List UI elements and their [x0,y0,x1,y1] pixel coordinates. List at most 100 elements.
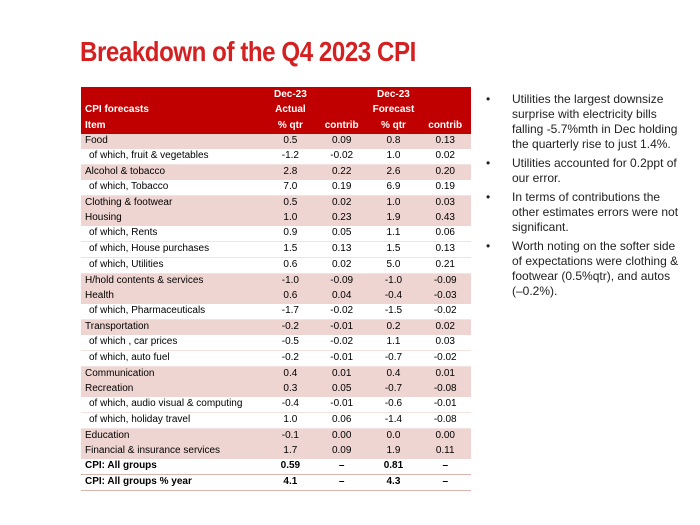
item-cell: CPI: All groups % year [81,474,265,491]
actual-contrib-cell: -0.09 [315,273,368,289]
bullet-dot-icon: • [486,190,491,204]
forecast-contrib-cell: -0.08 [419,381,471,397]
sub-item-row: of which, auto fuel -0.2 -0.01 -0.7 -0.02 [81,350,471,367]
item-cell: Transportation [81,319,265,335]
actual-contrib-cell: 0.22 [315,164,368,180]
forecast-contrib-cell: 0.13 [419,241,471,258]
item-cell: of which, auto fuel [81,350,265,367]
sub-item-row: of which, audio visual & computing -0.4 -0… [81,396,471,413]
header-cell: contrib [419,118,471,134]
actual-qtr-cell: -1.2 [264,148,316,165]
forecast-qtr-cell: 0.81 [367,458,420,475]
forecast-qtr-cell: 1.9 [367,443,420,459]
item-cell: of which, Tobacco [81,179,265,196]
actual-qtr-cell: 0.9 [264,225,316,242]
forecast-contrib-cell: 0.19 [419,179,471,196]
actual-qtr-cell: 1.0 [264,210,316,226]
actual-contrib-cell: 0.05 [315,381,368,397]
commentary-bullets: • Utilities the largest downsize surprise… [486,92,681,303]
item-cell: of which, House purchases [81,241,265,258]
actual-qtr-cell: 0.6 [264,288,316,304]
bullet-item: • Utilities the largest downsize surprise… [486,92,681,152]
forecast-qtr-cell: 1.0 [367,148,420,165]
actual-qtr-cell: 1.5 [264,241,316,258]
bullet-text: Utilities the largest downsize surprise … [512,92,678,151]
category-row: Recreation 0.3 0.05 -0.7 -0.08 [81,381,471,397]
category-row: Food 0.5 0.09 0.8 0.13 [81,133,471,149]
actual-qtr-cell: 4.1 [264,474,316,491]
bullet-item: • Utilities accounted for 0.2ppt of our e… [486,156,681,186]
category-row: Health 0.6 0.04 -0.4 -0.03 [81,288,471,304]
forecast-contrib-cell: 0.20 [419,164,471,180]
forecast-contrib-cell: 0.01 [419,366,471,382]
bullet-text: Utilities accounted for 0.2ppt of our er… [512,156,677,185]
sub-item-row: of which, House purchases 1.5 0.13 1.5 0.13 [81,241,471,258]
item-cell: of which, fruit & vegetables [81,148,265,165]
forecast-contrib-cell: -0.02 [419,303,471,320]
header-cell [419,102,471,118]
header-cell: Dec-23 [264,87,316,103]
forecast-contrib-cell: -0.02 [419,350,471,367]
header-cell [315,102,368,118]
forecast-qtr-cell: 1.1 [367,225,420,242]
actual-contrib-cell: 0.04 [315,288,368,304]
item-cell: Communication [81,366,265,382]
category-row: H/hold contents & services -1.0 -0.09 -1.0-… [81,273,471,289]
forecast-qtr-cell: 0.4 [367,366,420,382]
forecast-contrib-cell: 0.13 [419,133,471,149]
actual-contrib-cell: 0.09 [315,133,368,149]
forecast-qtr-cell: 1.9 [367,210,420,226]
header-cell: % qtr [367,118,420,134]
actual-contrib-cell: -0.01 [315,319,368,335]
forecast-contrib-cell: – [419,458,471,475]
category-row: Clothing & footwear 0.5 0.02 1.0 0.03 [81,195,471,211]
actual-contrib-cell: 0.19 [315,179,368,196]
actual-qtr-cell: 7.0 [264,179,316,196]
category-row: Financial & insurance services 1.7 0.09 1.9… [81,443,471,459]
forecast-contrib-cell: 0.03 [419,195,471,211]
forecast-qtr-cell: -1.5 [367,303,420,320]
item-cell: CPI: All groups [81,458,265,475]
item-cell: Education [81,428,265,444]
item-cell: of which, Utilities [81,257,265,274]
item-cell: Financial & insurance services [81,443,265,459]
header-row: Item% qtr contrib% qtr contrib [81,118,471,134]
sub-item-row: of which, Utilities 0.6 0.02 5.0 0.21 [81,257,471,274]
category-row: Education -0.1 0.00 0.0 0.00 [81,428,471,444]
actual-qtr-cell: -0.2 [264,319,316,335]
table-header: Dec-23 Dec-23 CPI forecasts Actual Forecast I… [81,87,471,134]
actual-contrib-cell: 0.02 [315,257,368,274]
header-cell: Dec-23 [367,87,420,103]
actual-qtr-cell: -0.5 [264,334,316,351]
header-cell: Forecast [367,102,420,118]
actual-qtr-cell: -1.0 [264,273,316,289]
actual-qtr-cell: 1.0 [264,412,316,429]
actual-qtr-cell: -0.2 [264,350,316,367]
forecast-contrib-cell: 0.21 [419,257,471,274]
item-cell: Housing [81,210,265,226]
forecast-contrib-cell: – [419,474,471,491]
forecast-contrib-cell: 0.03 [419,334,471,351]
forecast-contrib-cell: 0.43 [419,210,471,226]
item-cell: Alcohol & tobacco [81,164,265,180]
item-cell: Health [81,288,265,304]
actual-qtr-cell: -1.7 [264,303,316,320]
sub-item-row: of which, fruit & vegetables -1.2 -0.02 1.0… [81,148,471,165]
item-cell: Food [81,133,265,149]
forecast-qtr-cell: -0.4 [367,288,420,304]
forecast-contrib-cell: 0.02 [419,148,471,165]
bullet-dot-icon: • [486,156,491,170]
header-cell: contrib [315,118,368,134]
forecast-qtr-cell: -0.7 [367,381,420,397]
category-row: Communication 0.4 0.01 0.4 0.01 [81,366,471,382]
item-cell: Clothing & footwear [81,195,265,211]
category-row: Transportation -0.2 -0.01 0.2 0.02 [81,319,471,335]
bullet-dot-icon: • [486,239,491,253]
bullet-text: Worth noting on the softer side of expec… [512,239,679,298]
total-row: CPI: All groups % year 4.1–4.3– [81,474,471,491]
forecast-contrib-cell: 0.06 [419,225,471,242]
item-cell: H/hold contents & services [81,273,265,289]
forecast-qtr-cell: 0.8 [367,133,420,149]
actual-contrib-cell: 0.05 [315,225,368,242]
actual-contrib-cell: 0.00 [315,428,368,444]
